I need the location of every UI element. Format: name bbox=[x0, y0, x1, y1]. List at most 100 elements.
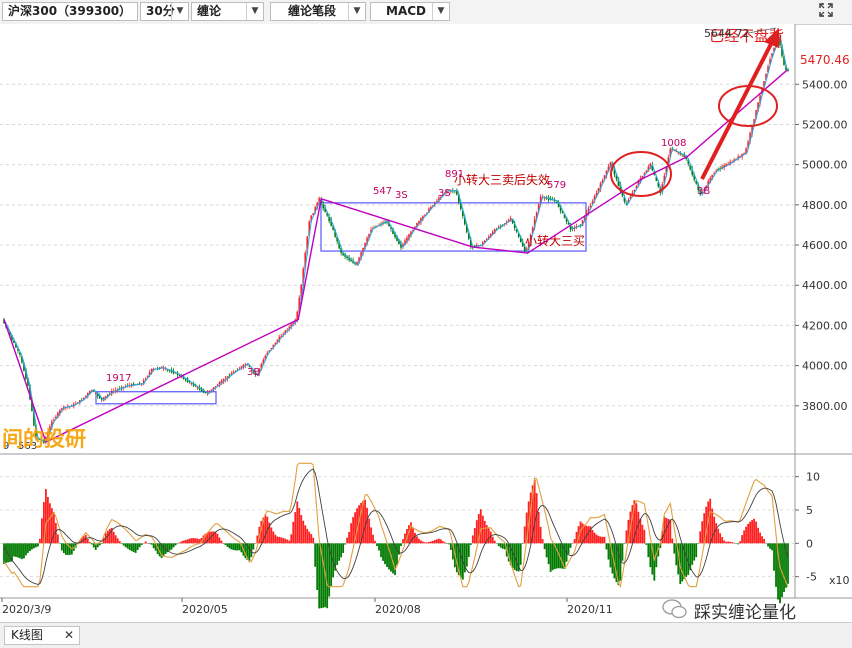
main-indicator-label: 缠论 bbox=[197, 4, 222, 18]
candle-body bbox=[286, 329, 289, 331]
macd-bar bbox=[240, 543, 243, 553]
macd-bar bbox=[422, 541, 424, 544]
macd-bar bbox=[116, 538, 119, 544]
macd-bar bbox=[278, 536, 281, 544]
price-tick-label: 5200.00 bbox=[802, 118, 848, 131]
candle-body bbox=[691, 168, 694, 175]
macd-bar bbox=[479, 509, 482, 544]
overlay-indicator-selector[interactable]: 缠论笔段 ▼ bbox=[270, 2, 366, 21]
macd-bar bbox=[412, 528, 414, 544]
candle-body bbox=[392, 228, 394, 235]
candle-body bbox=[260, 364, 263, 370]
candlestick-chart[interactable]: 3800.00 4000.00 4200.00 4400.00 4600.00 4800.… bbox=[0, 24, 852, 622]
candle-body bbox=[591, 201, 594, 205]
candle-body bbox=[755, 110, 757, 119]
tab-kline[interactable]: K线图 ✕ bbox=[4, 626, 80, 645]
candle-body bbox=[31, 399, 33, 412]
macd-bar bbox=[148, 543, 151, 545]
candle-body bbox=[771, 53, 773, 58]
macd-bar bbox=[346, 537, 349, 544]
sub-indicator-dropdown-icon[interactable]: ▼ bbox=[432, 3, 449, 20]
macd-bar bbox=[555, 543, 558, 569]
symbol-selector[interactable]: 沪深300（399300） bbox=[2, 2, 138, 21]
macd-bar bbox=[136, 543, 139, 551]
candle-body bbox=[264, 355, 267, 361]
candle-body bbox=[280, 335, 283, 338]
candle-body bbox=[290, 324, 293, 328]
candle-body bbox=[344, 254, 346, 257]
candle-body bbox=[166, 369, 169, 371]
close-icon[interactable]: ✕ bbox=[63, 628, 74, 642]
candle-body bbox=[244, 364, 247, 366]
macd-bar bbox=[376, 543, 378, 547]
candle-body bbox=[559, 205, 562, 212]
candle-body bbox=[188, 381, 191, 383]
candle-body bbox=[667, 157, 670, 167]
candle-body bbox=[675, 150, 678, 152]
macd-bar bbox=[523, 526, 526, 544]
main-indicator-dropdown-icon[interactable]: ▼ bbox=[246, 3, 263, 20]
candle-body bbox=[669, 148, 672, 157]
candle-body bbox=[362, 247, 364, 254]
candle-body bbox=[673, 149, 676, 151]
macd-bar bbox=[176, 543, 179, 544]
candle-body bbox=[697, 183, 700, 191]
macd-bar bbox=[547, 543, 550, 565]
candle-body bbox=[519, 236, 522, 242]
macd-bar bbox=[599, 536, 602, 544]
candle-body bbox=[617, 178, 620, 187]
macd-bar bbox=[495, 543, 498, 544]
candle-body bbox=[386, 221, 388, 223]
sub-indicator-selector[interactable]: MACD ▼ bbox=[370, 2, 450, 21]
label-547: 547 bbox=[373, 186, 392, 197]
macd-bar bbox=[78, 540, 81, 544]
candle-body bbox=[90, 389, 93, 392]
macd-bar bbox=[100, 543, 103, 544]
macd-bar bbox=[451, 543, 454, 560]
macd-bar bbox=[537, 511, 540, 544]
macd-bar bbox=[681, 543, 684, 582]
candle-body bbox=[607, 166, 610, 172]
macd-bar bbox=[90, 543, 93, 545]
macd-bar bbox=[635, 503, 638, 544]
macd-bar bbox=[535, 493, 538, 544]
candle-body bbox=[332, 225, 334, 230]
candle-body bbox=[651, 164, 654, 171]
macd-bar bbox=[743, 530, 746, 544]
overlay-indicator-dropdown-icon[interactable]: ▼ bbox=[348, 3, 365, 20]
macd-bar bbox=[308, 531, 311, 544]
macd-bar bbox=[110, 527, 113, 544]
candle-body bbox=[593, 196, 596, 202]
macd-bar bbox=[52, 512, 55, 544]
candle-body bbox=[11, 335, 13, 340]
candle-body bbox=[35, 424, 37, 439]
macd-bar bbox=[539, 526, 542, 544]
time-tick-label: 2020/3/9 bbox=[2, 603, 51, 616]
candle-body bbox=[308, 221, 311, 237]
macd-bar bbox=[521, 543, 524, 544]
candle-body bbox=[633, 189, 636, 192]
candle-body bbox=[569, 224, 572, 230]
candle-body bbox=[470, 239, 472, 247]
candle-body bbox=[304, 252, 307, 270]
candle-body bbox=[82, 397, 85, 400]
macd-bar bbox=[641, 524, 644, 544]
period-dropdown-icon[interactable]: ▼ bbox=[171, 3, 188, 20]
macd-bar bbox=[304, 525, 307, 544]
macd-bar bbox=[601, 536, 604, 544]
candle-body bbox=[302, 268, 305, 286]
period-selector[interactable]: 30分 ▼ bbox=[140, 2, 189, 21]
macd-bar bbox=[731, 542, 734, 544]
maximize-icon[interactable] bbox=[818, 3, 834, 19]
macd-bar bbox=[753, 518, 755, 544]
candle-body bbox=[420, 217, 422, 223]
time-tick-label: 2020/08 bbox=[375, 603, 421, 616]
candle-body bbox=[29, 385, 31, 400]
macd-bar bbox=[651, 543, 654, 575]
macd-bar bbox=[162, 543, 165, 556]
macd-bar bbox=[126, 543, 129, 549]
macd-bar bbox=[483, 520, 486, 544]
candle-body bbox=[583, 217, 586, 221]
macd-bar bbox=[232, 543, 235, 550]
main-indicator-selector[interactable]: 缠论 ▼ bbox=[191, 2, 264, 21]
